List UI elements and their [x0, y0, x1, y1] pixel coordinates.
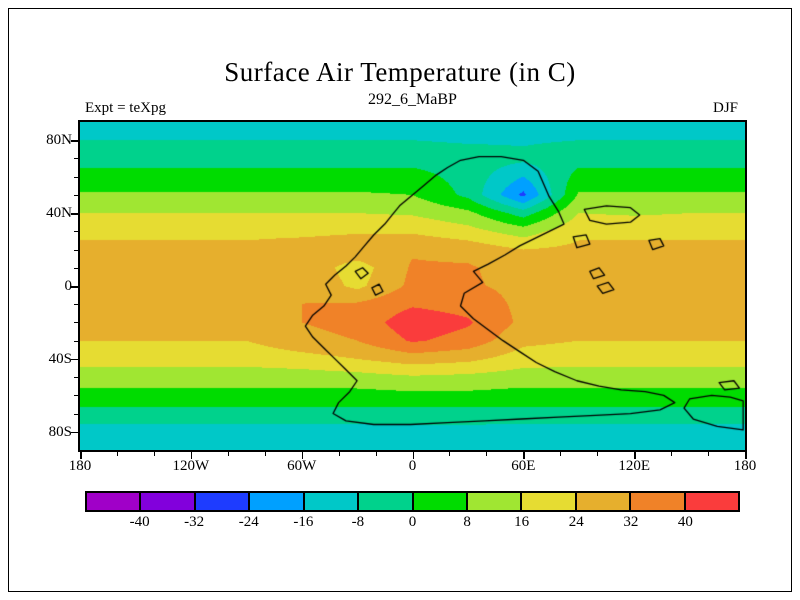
- colorbar-cell: [520, 493, 575, 510]
- colorbar-cell: [193, 493, 249, 510]
- colorbar-label: 24: [568, 514, 584, 530]
- colorbar-label: 32: [623, 514, 639, 530]
- colorbar-cell: [357, 493, 412, 510]
- colorbar-label: -24: [238, 514, 259, 530]
- colorbar-cell: [465, 493, 521, 510]
- chart-title: Surface Air Temperature (in C): [224, 57, 576, 87]
- colorbar-cell: [574, 493, 630, 510]
- colorbar-label: -16: [293, 514, 314, 530]
- colorbar-label: 0: [408, 514, 417, 530]
- colorbar-label: 40: [677, 514, 693, 530]
- colorbar-cell: [411, 493, 466, 510]
- colorbar-cell: [683, 493, 739, 510]
- colorbar-label: -8: [351, 514, 365, 530]
- colorbar-label: 8: [463, 514, 471, 530]
- figure-border: [8, 8, 792, 592]
- colorbar-label: -40: [129, 514, 150, 530]
- chart-subtitle: 292_6_MaBP: [368, 91, 457, 108]
- map-frame: [78, 120, 747, 452]
- colorbar: [85, 491, 740, 512]
- season-label: DJF: [712, 100, 738, 116]
- colorbar-cell: [302, 493, 358, 510]
- experiment-label: Expt = teXpg: [85, 100, 166, 116]
- colorbar-labels: -40 -32 -24 -16 -8 0 8 16 24 32 40: [85, 514, 740, 532]
- colorbar-label: 16: [514, 514, 530, 530]
- colorbar-cell: [248, 493, 303, 510]
- colorbar-cell: [139, 493, 194, 510]
- colorbar-cell: [87, 493, 140, 510]
- colorbar-cell: [629, 493, 684, 510]
- temperature-map-canvas: [80, 122, 745, 450]
- colorbar-label: -32: [184, 514, 205, 530]
